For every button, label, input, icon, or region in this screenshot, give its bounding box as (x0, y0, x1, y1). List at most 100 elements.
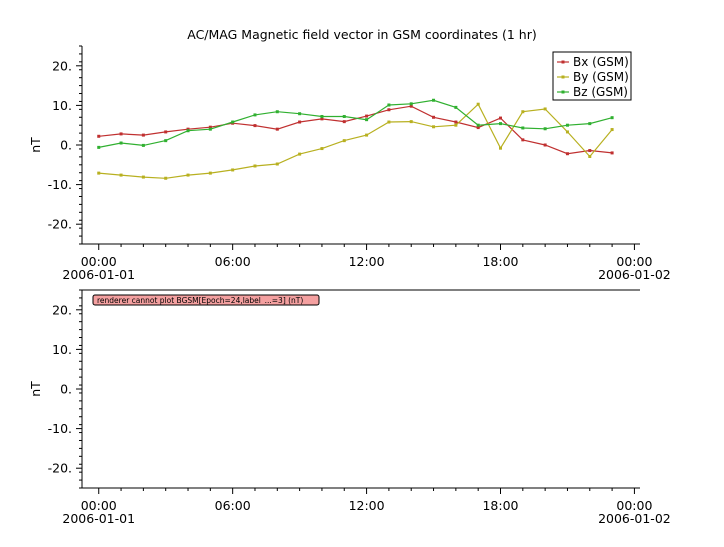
y-tick-label: -20. (48, 461, 72, 476)
data-point (565, 123, 569, 127)
x-tick-label: 12:00 (349, 498, 385, 513)
chart-title: AC/MAG Magnetic field vector in GSM coor… (187, 27, 536, 42)
data-point (499, 122, 502, 126)
data-point (97, 171, 101, 175)
data-point (409, 104, 413, 108)
data-point (186, 129, 190, 133)
data-point (521, 138, 525, 142)
x-tick-label: 06:00 (215, 498, 251, 513)
bottom-panel-y-label: nT (28, 381, 43, 397)
legend-marker (561, 75, 565, 79)
x-date-label: 2006-01-01 (62, 267, 135, 282)
y-tick-label: 0. (60, 382, 72, 397)
data-point (610, 116, 614, 120)
y-tick-label: 10. (52, 98, 72, 113)
data-point (543, 143, 547, 147)
data-point (432, 98, 436, 102)
data-point (97, 134, 101, 138)
error-badge (92, 294, 320, 306)
x-tick-label: 00:00 (81, 498, 117, 513)
data-point (119, 173, 123, 177)
data-point (476, 126, 480, 130)
legend-marker (561, 60, 565, 64)
data-point (141, 133, 145, 137)
data-point (141, 175, 145, 179)
error-text: renderer cannot plot BGSM[Epoch=24,label… (97, 296, 303, 305)
x-date-label: 2006-01-02 (598, 511, 671, 526)
x-tick-label: 00:00 (616, 498, 652, 513)
x-tick-label: 06:00 (215, 254, 251, 269)
y-tick-label: 20. (52, 58, 72, 73)
top-panel: 20. 10. 0. -10. -20. 00:00 06:00 12:00 18:00 00:0… (28, 45, 671, 282)
data-point (565, 130, 569, 134)
data-point (387, 120, 391, 124)
data-point (275, 127, 279, 131)
data-point (298, 152, 302, 156)
bottom-panel-axes: 20. 10. 0. -10. -20. 00:00 06:00 12:00 18:00 00:0… (48, 289, 671, 526)
data-point (588, 154, 592, 158)
data-point (588, 122, 592, 126)
data-point (164, 130, 168, 134)
data-point (588, 149, 592, 153)
data-point (253, 124, 257, 128)
data-point (521, 126, 525, 130)
data-point (186, 173, 190, 177)
bottom-panel: 20. 10. 0. -10. -20. 00:00 06:00 12:00 18:00 00:0… (28, 289, 671, 526)
y-tick-label: 0. (60, 138, 72, 153)
data-point (476, 123, 480, 127)
data-point (253, 164, 257, 168)
y-tick-label: -10. (48, 421, 72, 436)
x-tick-label: 18:00 (482, 254, 518, 269)
data-point (186, 127, 190, 131)
data-point (387, 108, 391, 112)
data-point (119, 141, 123, 145)
data-point (342, 114, 346, 118)
x-tick-label: 18:00 (482, 498, 518, 513)
data-point (275, 162, 279, 166)
data-point (119, 132, 123, 136)
data-point (298, 120, 302, 124)
top-panel-y-label: nT (28, 137, 43, 153)
series-line-0 (98, 105, 613, 155)
data-point (610, 151, 614, 155)
data-point (164, 139, 168, 143)
data-point (275, 110, 279, 114)
data-point (97, 145, 101, 149)
top-panel-axes: 20. 10. 0. -10. -20. 00:00 06:00 12:00 18:00 00:0… (48, 45, 671, 282)
legend-label: By (GSM) (573, 70, 629, 84)
data-point (320, 114, 324, 118)
data-point (521, 110, 525, 114)
data-point (365, 118, 369, 122)
data-point (320, 147, 324, 151)
data-point (208, 171, 212, 175)
x-tick-label: 00:00 (81, 254, 117, 269)
data-point (231, 168, 235, 172)
data-point (298, 112, 302, 116)
data-point (409, 120, 413, 124)
x-tick-label: 00:00 (616, 254, 652, 269)
data-point (208, 125, 212, 129)
data-point (387, 103, 391, 107)
data-point (231, 120, 235, 124)
data-point (476, 102, 480, 106)
data-point (409, 102, 413, 106)
data-point (499, 116, 502, 120)
legend-marker (561, 90, 565, 94)
data-point (499, 146, 502, 150)
data-point (342, 120, 346, 124)
data-point (365, 133, 369, 137)
data-point (543, 127, 547, 131)
data-point (565, 152, 569, 156)
data-point (454, 123, 458, 127)
data-point (432, 115, 436, 119)
x-date-label: 2006-01-02 (598, 267, 671, 282)
top-panel-series (97, 98, 614, 180)
data-point (365, 114, 369, 118)
x-date-label: 2006-01-01 (62, 511, 135, 526)
legend-label: Bz (GSM) (573, 85, 628, 99)
data-point (454, 120, 458, 124)
legend: Bx (GSM)By (GSM)Bz (GSM) (552, 51, 632, 101)
y-tick-label: 10. (52, 342, 72, 357)
y-tick-label: -10. (48, 177, 72, 192)
